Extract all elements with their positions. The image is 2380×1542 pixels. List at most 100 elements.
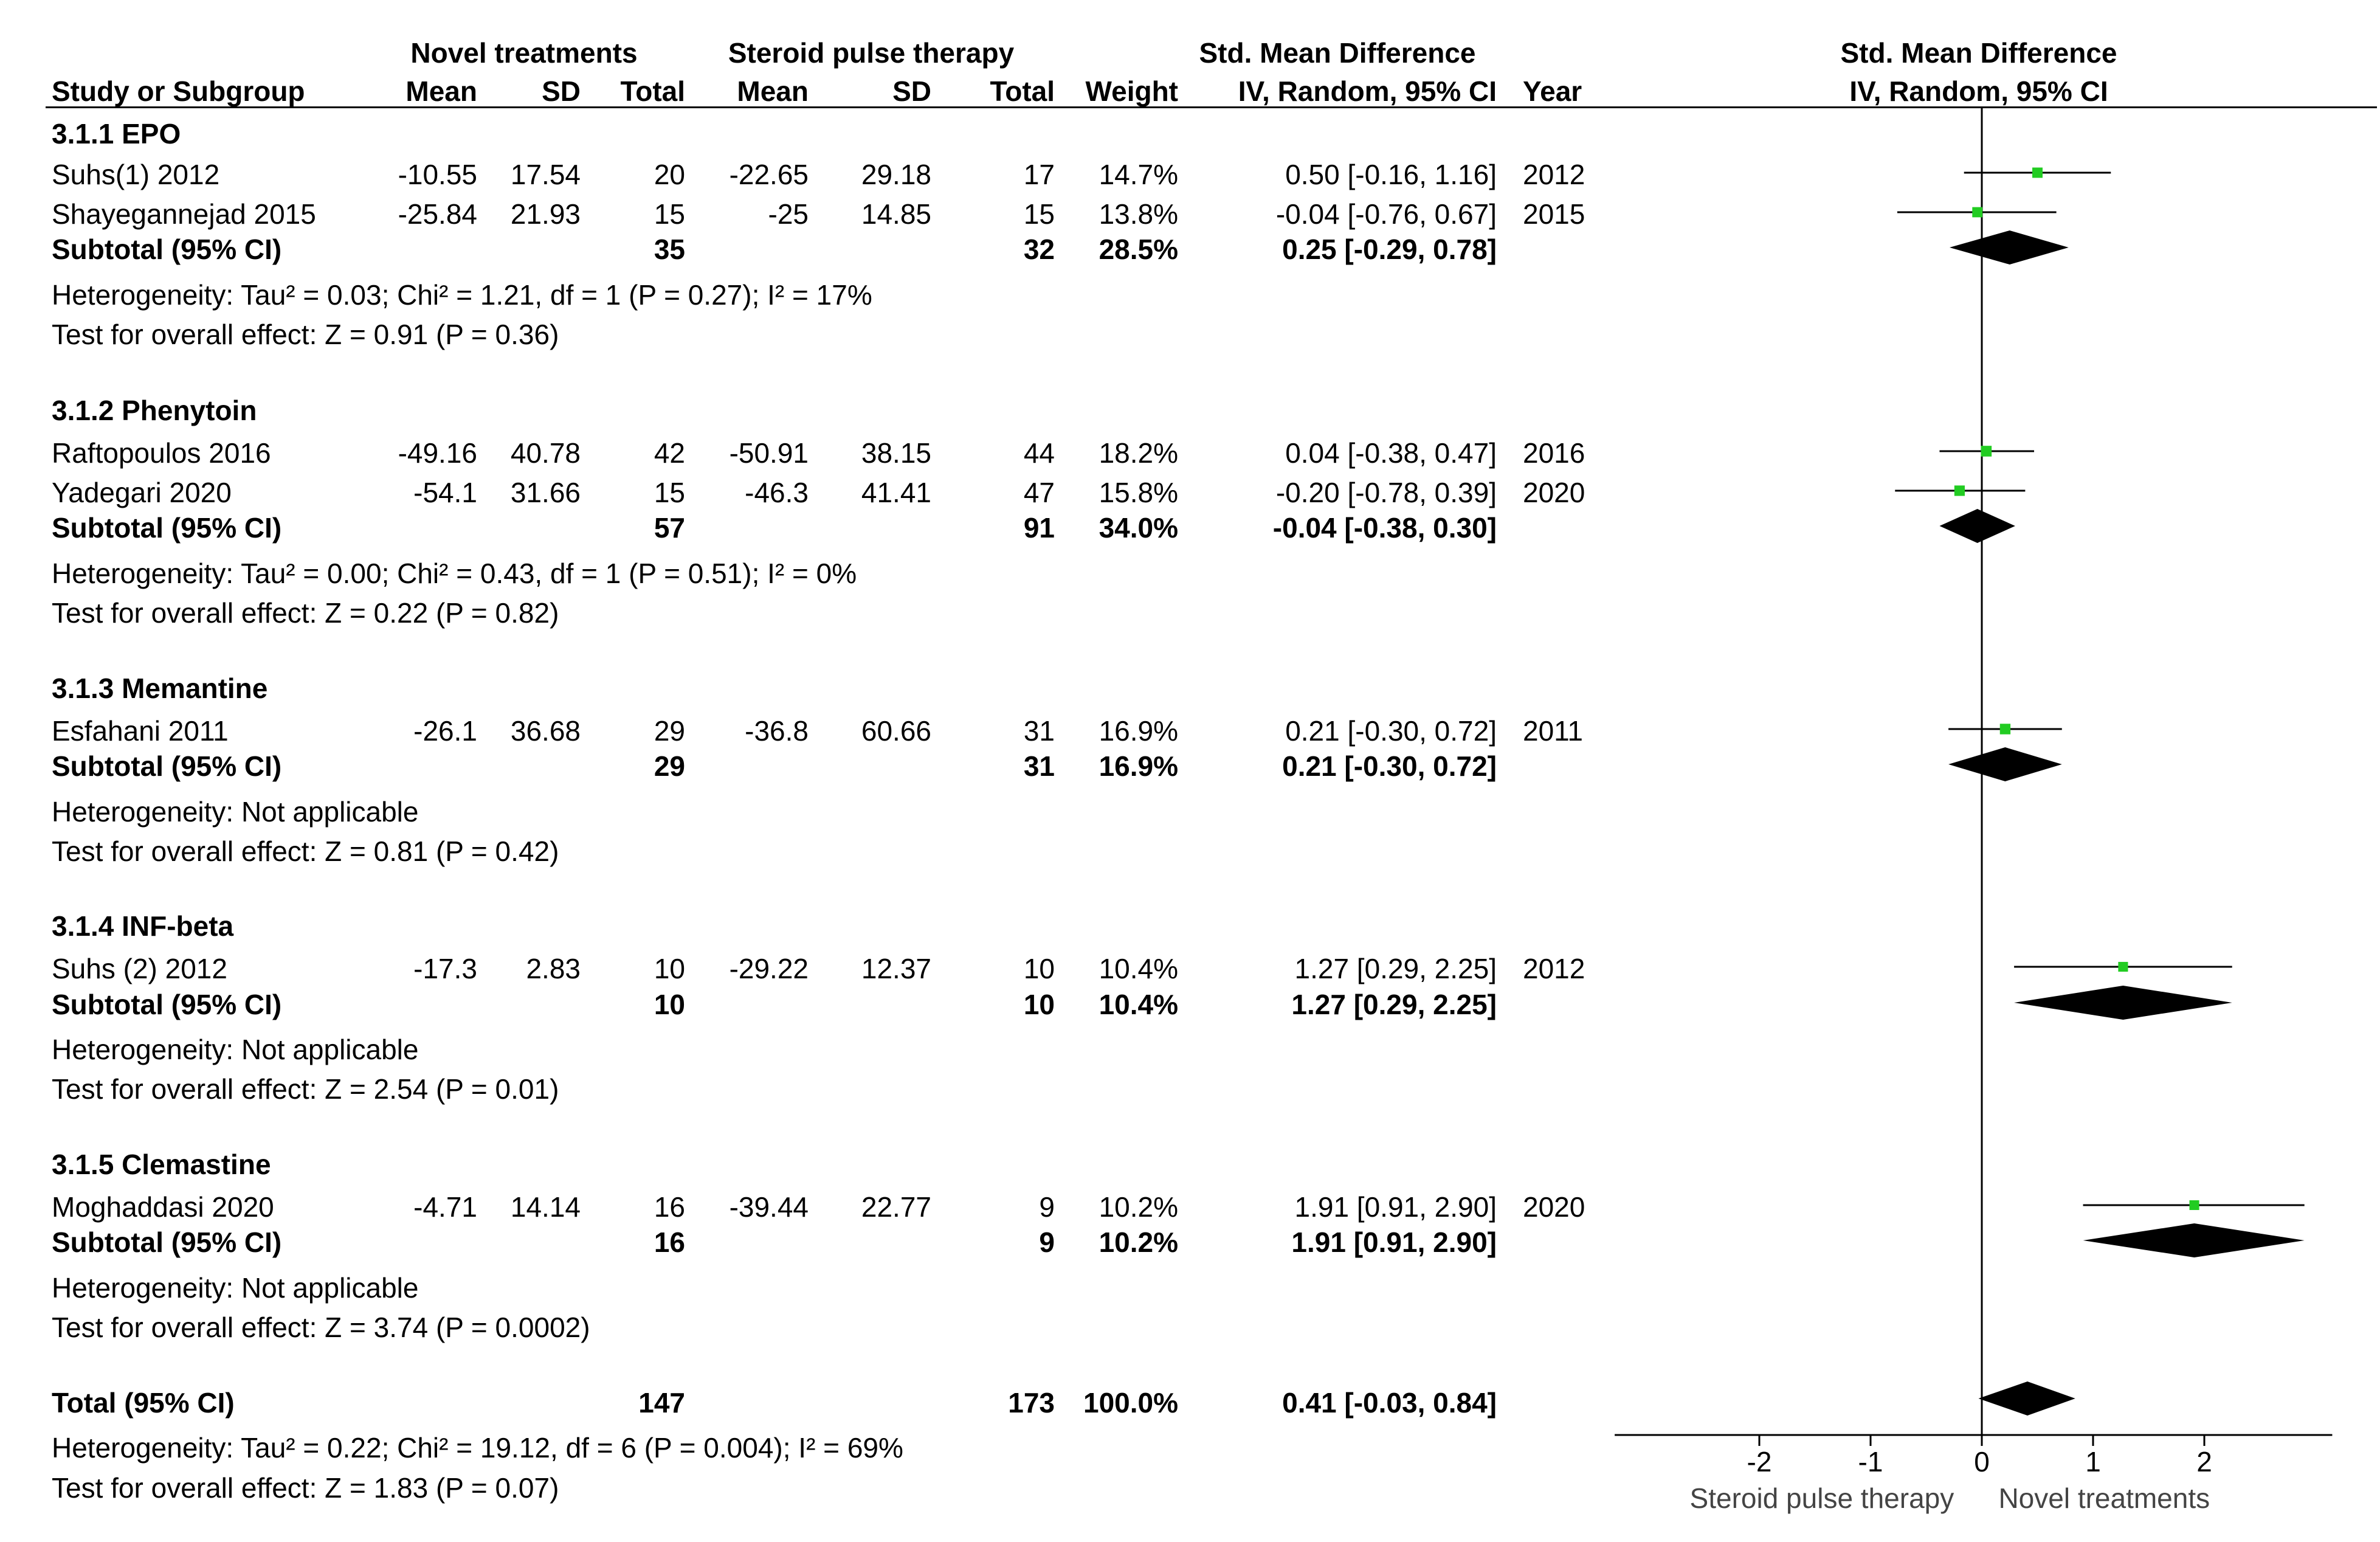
subtotal-diamond — [2083, 1223, 2305, 1257]
study-ci: 0.04 [-0.38, 0.47] — [1285, 437, 1497, 469]
study-total2: 47 — [1023, 477, 1055, 508]
study-total2: 17 — [1023, 159, 1055, 190]
total-diamond — [1978, 1381, 2075, 1416]
header-smd-plot: Std. Mean Difference — [1840, 37, 2117, 69]
heterogeneity-text: Heterogeneity: Not applicable — [52, 1272, 419, 1304]
subgroup-title: 3.1.2 Phenytoin — [52, 395, 257, 426]
study-point-marker — [2118, 961, 2128, 972]
subgroup-title: 3.1.5 Clemastine — [52, 1149, 271, 1180]
x-tick-label: 0 — [1974, 1446, 1990, 1478]
study-sd2: 14.85 — [861, 198, 931, 230]
study-total1: 20 — [654, 159, 685, 190]
study-sd1: 2.83 — [526, 953, 581, 984]
study-mean2: -46.3 — [745, 477, 809, 508]
study-total1: 15 — [654, 198, 685, 230]
study-sd1: 31.66 — [510, 477, 581, 508]
study-ci: 0.50 [-0.16, 1.16] — [1285, 159, 1497, 190]
study-mean1: -49.16 — [398, 437, 477, 469]
total-total1: 147 — [638, 1387, 685, 1419]
study-total1: 42 — [654, 437, 685, 469]
study-name: Raftopoulos 2016 — [52, 437, 271, 469]
subtotal-ci: 0.21 [-0.30, 0.72] — [1282, 750, 1497, 782]
study-name: Esfahani 2011 — [52, 715, 229, 747]
study-year: 2020 — [1523, 1191, 1585, 1223]
study-weight: 16.9% — [1099, 715, 1178, 747]
header-sd2: SD — [892, 75, 931, 107]
study-mean1: -54.1 — [413, 477, 477, 508]
study-year: 2015 — [1523, 198, 1585, 230]
header-rule — [46, 106, 2377, 108]
subtotal-diamond — [1949, 230, 2069, 264]
header-mean2: Mean — [737, 75, 809, 107]
study-sd1: 14.14 — [510, 1191, 581, 1223]
x-tick-label: 2 — [2196, 1446, 2212, 1478]
overall-effect-test: Test for overall effect: Z = 0.81 (P = 0… — [52, 835, 559, 867]
subtotal-ci: 0.25 [-0.29, 0.78] — [1282, 233, 1497, 265]
subgroup-title: 3.1.3 Memantine — [52, 672, 268, 704]
study-ci: -0.20 [-0.78, 0.39] — [1275, 477, 1497, 508]
study-sd1: 36.68 — [510, 715, 581, 747]
study-name: Suhs (2) 2012 — [52, 953, 227, 984]
subtotal-total1: 57 — [654, 512, 685, 544]
study-year: 2016 — [1523, 437, 1585, 469]
study-weight: 14.7% — [1099, 159, 1178, 190]
subtotal-total1: 10 — [654, 989, 685, 1020]
study-total2: 10 — [1023, 953, 1055, 984]
favours-left-label: Steroid pulse therapy — [1690, 1482, 1954, 1514]
study-total1: 16 — [654, 1191, 685, 1223]
subtotal-ci: -0.04 [-0.38, 0.30] — [1272, 512, 1497, 544]
study-weight: 15.8% — [1099, 477, 1178, 508]
subtotal-total2: 32 — [1023, 233, 1055, 265]
subtotal-total2: 9 — [1039, 1226, 1055, 1258]
subtotal-total1: 35 — [654, 233, 685, 265]
study-mean1: -26.1 — [413, 715, 477, 747]
total-heterogeneity: Heterogeneity: Tau² = 0.22; Chi² = 19.12… — [52, 1432, 903, 1464]
header-group-novel: Novel treatments — [410, 37, 638, 69]
overall-effect-test: Test for overall effect: Z = 0.22 (P = 0… — [52, 597, 559, 629]
study-total2: 15 — [1023, 198, 1055, 230]
study-sd2: 38.15 — [861, 437, 931, 469]
study-ci: 0.21 [-0.30, 0.72] — [1285, 715, 1497, 747]
subtotal-diamond — [1948, 747, 2062, 781]
subtotal-diamond — [2014, 986, 2232, 1020]
header-weight: Weight — [1085, 75, 1178, 107]
subtotal-weight: 10.4% — [1099, 989, 1178, 1020]
subtotal-ci: 1.27 [0.29, 2.25] — [1291, 989, 1497, 1020]
subtotal-ci: 1.91 [0.91, 2.90] — [1291, 1226, 1497, 1258]
subgroup-title: 3.1.4 INF-beta — [52, 910, 234, 942]
header-ci-plot: IV, Random, 95% CI — [1849, 75, 2108, 107]
study-point-marker — [2189, 1200, 2199, 1211]
header-year: Year — [1523, 75, 1582, 107]
favours-right-label: Novel treatments — [1998, 1482, 2210, 1514]
study-total2: 31 — [1023, 715, 1055, 747]
study-ci: -0.04 [-0.76, 0.67] — [1275, 198, 1497, 230]
study-sd2: 12.37 — [861, 953, 931, 984]
study-weight: 10.2% — [1099, 1191, 1178, 1223]
study-mean2: -50.91 — [729, 437, 809, 469]
study-ci: 1.27 [0.29, 2.25] — [1294, 953, 1497, 984]
header-total2: Total — [990, 75, 1055, 107]
study-total1: 10 — [654, 953, 685, 984]
total-label: Total (95% CI) — [52, 1387, 235, 1419]
subtotal-total2: 91 — [1023, 512, 1055, 544]
study-point-marker — [1981, 446, 1992, 457]
study-sd2: 60.66 — [861, 715, 931, 747]
x-tick-label: -1 — [1858, 1446, 1883, 1478]
total-total2: 173 — [1008, 1387, 1055, 1419]
x-tick-label: 1 — [2085, 1446, 2101, 1478]
study-sd2: 29.18 — [861, 159, 931, 190]
study-sd1: 40.78 — [510, 437, 581, 469]
study-mean1: -10.55 — [398, 159, 477, 190]
subtotal-label: Subtotal (95% CI) — [52, 233, 282, 265]
study-sd1: 21.93 — [510, 198, 581, 230]
overall-effect-test: Test for overall effect: Z = 2.54 (P = 0… — [52, 1073, 559, 1105]
subtotal-total1: 29 — [654, 750, 685, 782]
study-sd2: 41.41 — [861, 477, 931, 508]
study-point-marker — [2032, 167, 2043, 178]
study-weight: 18.2% — [1099, 437, 1178, 469]
heterogeneity-text: Heterogeneity: Not applicable — [52, 796, 419, 828]
heterogeneity-text: Heterogeneity: Not applicable — [52, 1034, 419, 1065]
subtotal-weight: 16.9% — [1099, 750, 1178, 782]
header-study: Study or Subgroup — [52, 75, 305, 107]
